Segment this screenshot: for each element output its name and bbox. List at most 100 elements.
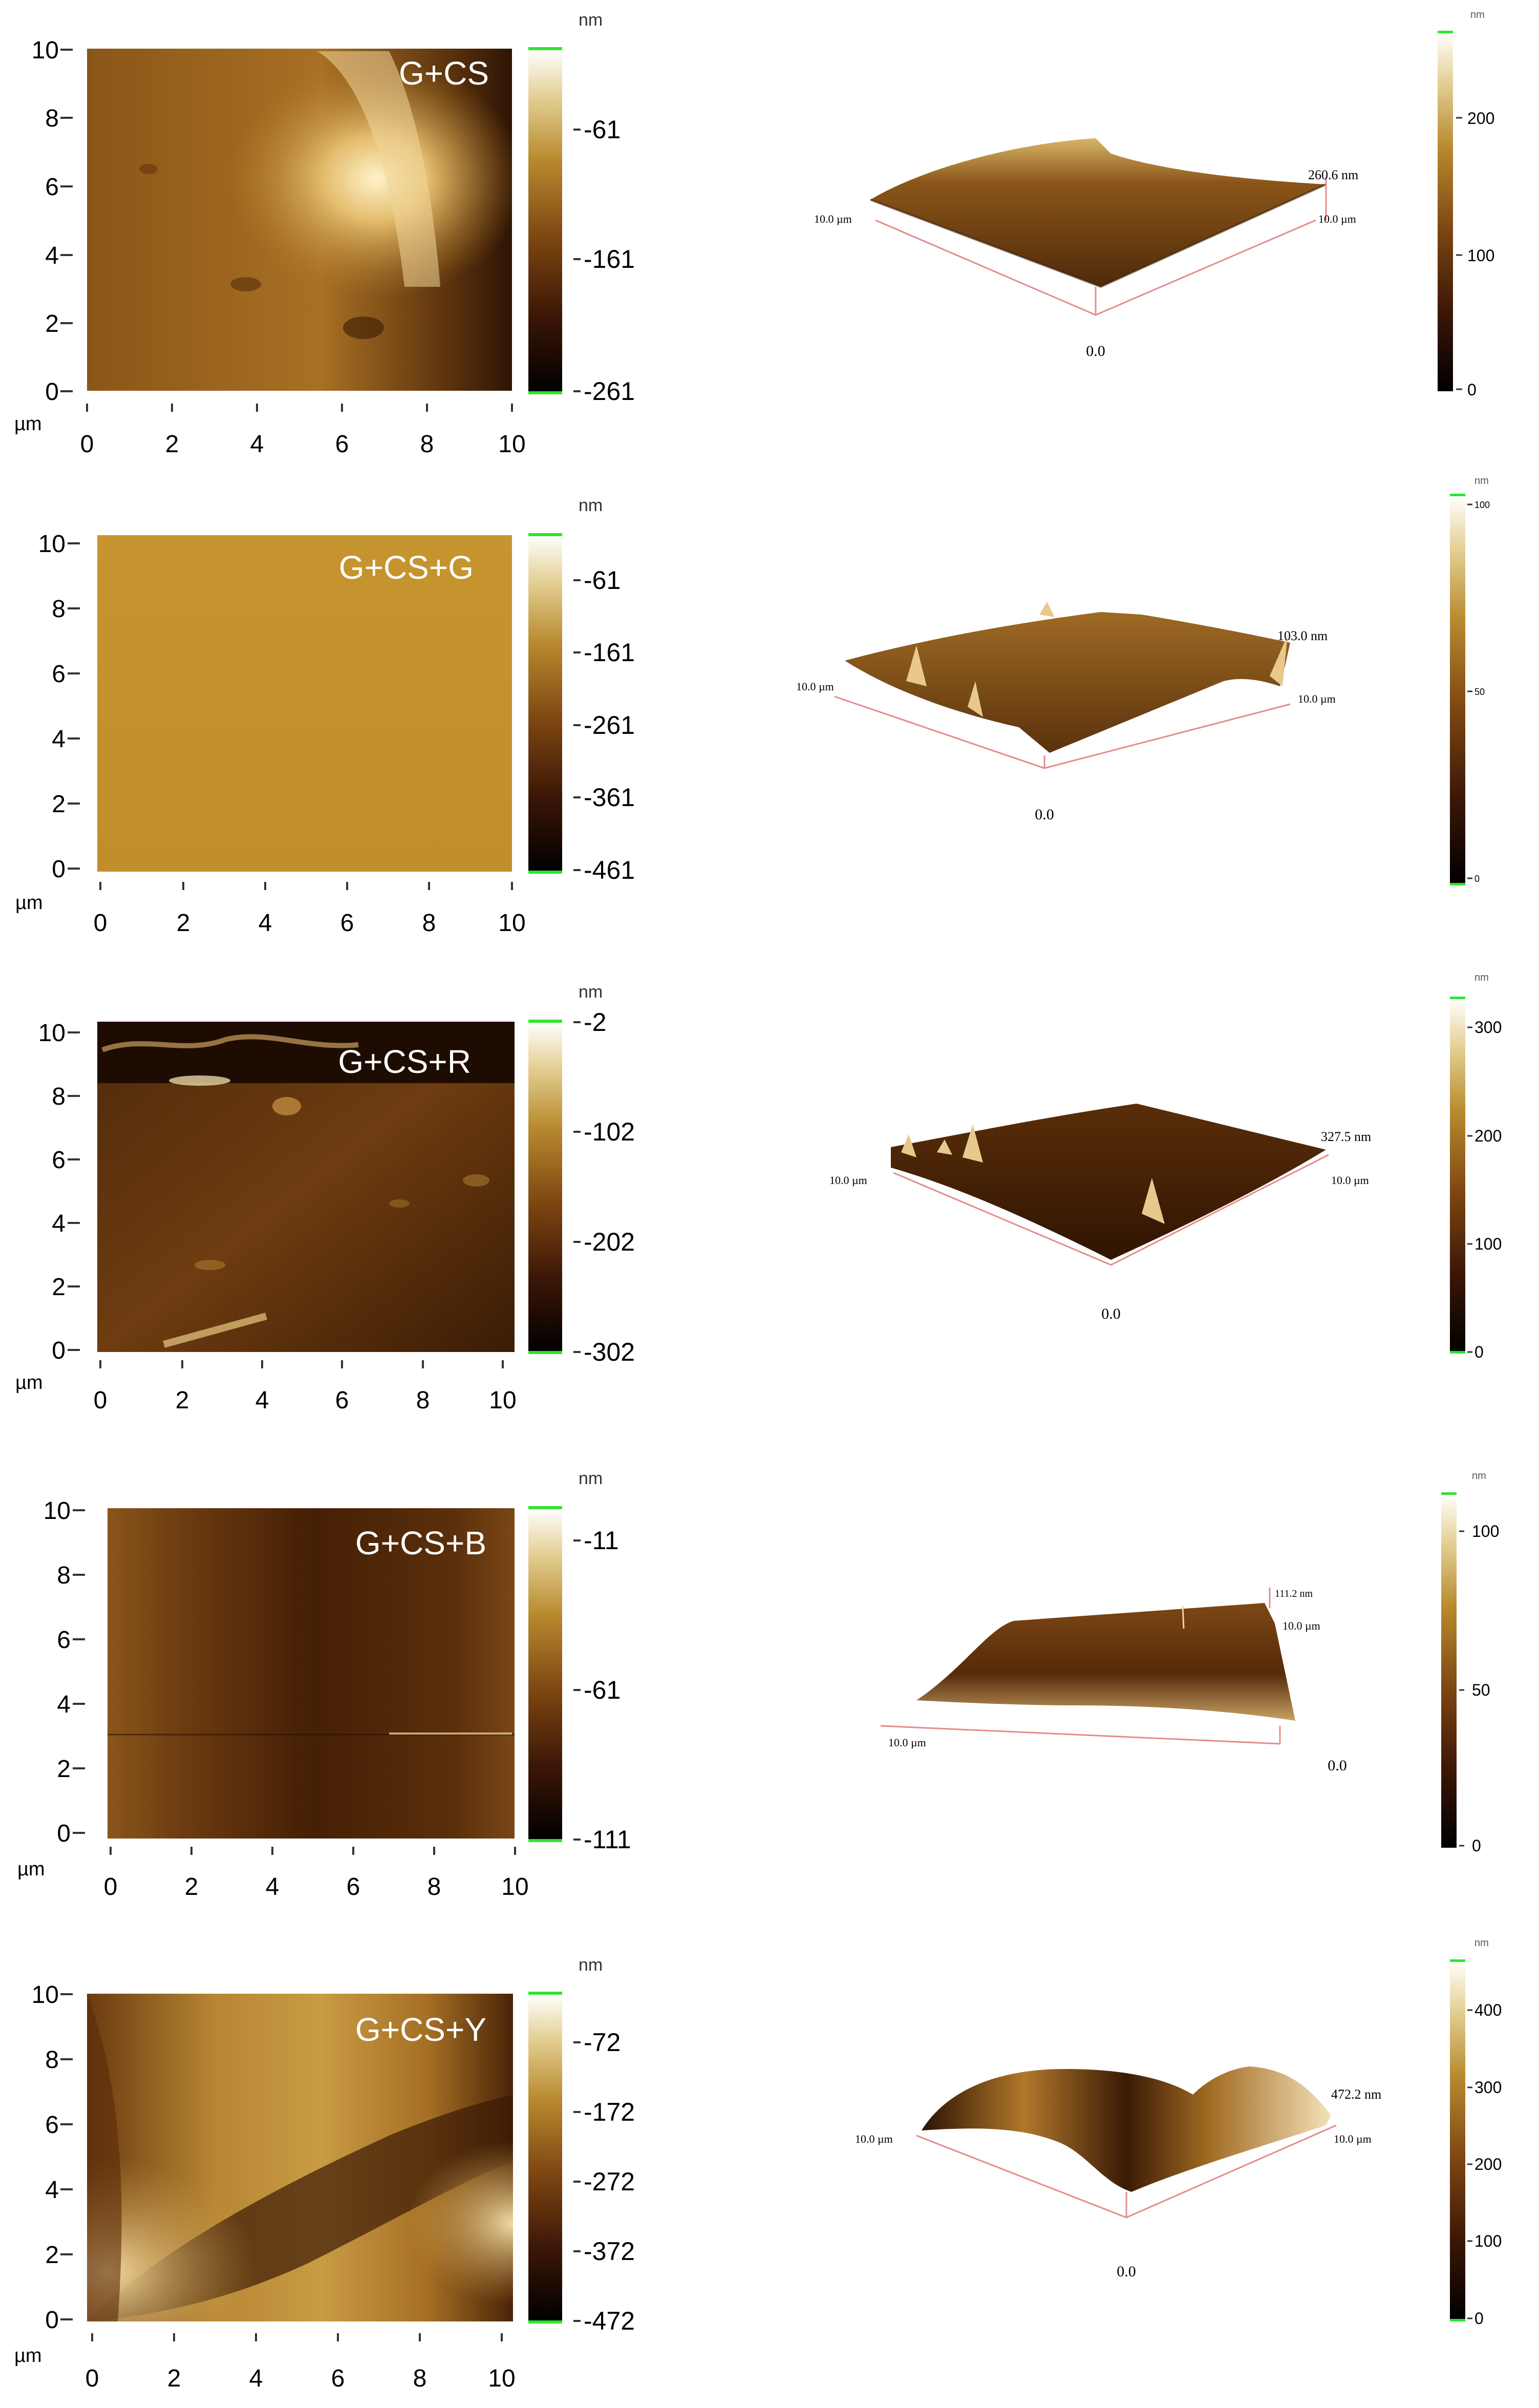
surface-3d: 327.5 nm 10.0 µm 10.0 µm 0.0 (829, 1104, 1371, 1322)
colorbar-tick: -202 (584, 1228, 635, 1256)
y-tick-label: 10 (38, 1020, 66, 1047)
colorbar-unit: nm (579, 1469, 603, 1488)
sample-label: G+CS+B (355, 1525, 486, 1561)
y-tick-label: 0 (52, 856, 66, 883)
panel-g-cs-g: G+CS+G 10 8 6 4 2 0 0 2 4 6 8 10 µm nm -… (15, 475, 1490, 937)
y-tick-label: 8 (57, 1562, 71, 1589)
height-map-2d (97, 1022, 515, 1352)
y-axis: 10 8 6 4 2 0 (38, 531, 80, 883)
height-map-2d (108, 1508, 515, 1839)
y-tick-label: 8 (52, 596, 66, 623)
y-axis: 10 8 6 4 2 0 (44, 1497, 85, 1847)
colorbar-tick: -61 (584, 115, 621, 144)
panel-g-cs-r: G+CS+R 10 8 6 4 2 0 0 2 4 6 8 10 µm nm -… (15, 972, 1502, 1414)
colorbar-tick: 0 (1474, 2309, 1484, 2328)
y-tick-label: 10 (44, 1497, 71, 1525)
x-tick-label: 8 (428, 1873, 441, 1900)
y-tick-label: 2 (52, 791, 66, 818)
x-tick-label: 4 (250, 431, 264, 458)
colorbar-tick: 100 (1474, 500, 1490, 510)
x-extent-label: 10.0 µm (888, 1736, 926, 1749)
x-tick-label: 4 (249, 2365, 263, 2392)
y-tick-label: 8 (52, 1083, 66, 1110)
y-axis: 10 8 6 4 2 0 (32, 1981, 73, 2334)
x-tick-label: 6 (331, 2365, 345, 2392)
colorbar-tick: -111 (584, 1825, 631, 1854)
y-tick-label: 2 (52, 1274, 66, 1301)
x-tick-label: 6 (335, 431, 349, 458)
colorbar-unit: nm (579, 982, 603, 1002)
colorbar-tick: -302 (584, 1338, 635, 1366)
colorbar-2d: nm -11 -61 -111 (528, 1469, 631, 1854)
y-extent-label: 10.0 µm (1334, 2132, 1372, 2145)
x-tick-label: 8 (416, 1387, 430, 1414)
colorbar-tick: -261 (584, 711, 635, 740)
colorbar-tick: -161 (584, 245, 635, 273)
y-tick-label: 10 (32, 1981, 59, 2009)
axis-unit-label: µm (14, 413, 42, 435)
colorbar-unit: nm (579, 1955, 603, 1975)
axis-unit-label: µm (14, 2345, 42, 2367)
y-tick-label: 2 (45, 310, 59, 337)
y-tick-label: 2 (45, 2242, 59, 2269)
surface-3d: 111.2 nm 10.0 µm 10.0 µm 0.0 (880, 1588, 1347, 1774)
height-map-2d (87, 49, 512, 391)
colorbar-tick: -372 (584, 2237, 635, 2266)
x-axis: 0 2 4 6 8 10 (104, 1847, 529, 1900)
y-tick-label: 0 (52, 1337, 66, 1364)
origin-label: 0.0 (1035, 806, 1054, 823)
colorbar-tick: 100 (1474, 2232, 1502, 2250)
colorbar-tick: 0 (1474, 874, 1480, 884)
y-tick-label: 6 (57, 1627, 71, 1654)
x-tick-label: 10 (489, 1387, 516, 1414)
sample-label: G+CS+Y (355, 2011, 486, 2048)
x-tick-label: 0 (94, 910, 108, 937)
y-tick-label: 4 (45, 242, 59, 269)
colorbar-tick: 200 (1474, 2155, 1502, 2173)
origin-label: 0.0 (1328, 1757, 1347, 1774)
colorbar-tick: 50 (1474, 687, 1485, 697)
axis-unit-label: µm (17, 1858, 45, 1880)
z-max-label: 472.2 nm (1331, 2087, 1381, 2102)
colorbar-tick: -102 (584, 1117, 635, 1146)
colorbar-tick: -272 (584, 2167, 635, 2196)
sample-label: G+CS+G (339, 549, 474, 586)
surface-3d: 260.6 nm 10.0 µm 10.0 µm 0.0 (814, 138, 1358, 360)
colorbar-tick: 0 (1467, 381, 1477, 399)
colorbar-unit: nm (1472, 1470, 1486, 1482)
x-tick-label: 0 (94, 1387, 108, 1414)
colorbar-tick: 300 (1474, 2078, 1502, 2097)
x-tick-label: 10 (498, 910, 525, 937)
y-tick-labels: 10 8 6 4 2 0 (32, 37, 59, 406)
colorbar-tick: -361 (584, 783, 635, 812)
y-tick-label: 0 (57, 1820, 71, 1847)
x-tick-label: 2 (177, 910, 190, 937)
x-tick-label: 4 (255, 1387, 269, 1414)
colorbar-tick: 300 (1474, 1018, 1502, 1037)
x-tick-label: 8 (422, 910, 436, 937)
x-axis: 0 2 4 6 8 10 (86, 2333, 516, 2392)
colorbar-unit: nm (579, 496, 603, 515)
panel-g-cs: G+CS 10 8 6 4 2 0 0 2 4 6 8 10 µm (14, 9, 1494, 458)
colorbar-unit: nm (1474, 1937, 1489, 1949)
y-tick-label: 0 (45, 2307, 59, 2334)
y-tick-label: 6 (45, 2111, 59, 2139)
x-tick-label: 0 (86, 2365, 99, 2392)
colorbar-tick: 0 (1472, 1836, 1481, 1855)
colorbar-2d: nm -72 -172 -272 -372 -472 (528, 1955, 635, 2335)
origin-label: 0.0 (1101, 1305, 1121, 1322)
colorbar-tick: -261 (584, 377, 635, 406)
colorbar-3d: nm 200 100 0 (1438, 9, 1494, 399)
y-tick-label: 0 (45, 378, 59, 406)
y-tick-label: 8 (45, 105, 59, 132)
x-extent-label: 10.0 µm (855, 2132, 893, 2145)
x-tick-label: 6 (340, 910, 354, 937)
sample-label: G+CS (399, 55, 489, 92)
y-extent-label: 10.0 µm (1331, 1174, 1369, 1187)
x-tick-label: 0 (80, 431, 94, 458)
colorbar-3d: nm 100 50 0 (1441, 1470, 1499, 1855)
y-tick-label: 4 (52, 726, 66, 753)
x-tick-label: 2 (165, 431, 179, 458)
panel-g-cs-b: G+CS+B 10 8 6 4 2 0 0 2 4 6 8 10 µm nm -… (17, 1469, 1499, 1900)
